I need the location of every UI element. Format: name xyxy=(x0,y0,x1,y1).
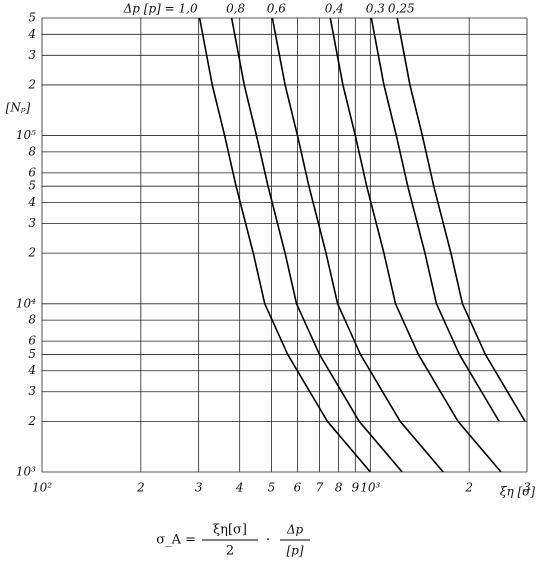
curve xyxy=(329,18,502,472)
x-tick-label: 8 xyxy=(335,481,343,495)
curve xyxy=(198,18,371,472)
curve-label: 0,4 xyxy=(325,2,344,16)
y-tick-label: 8 xyxy=(28,144,36,158)
curve xyxy=(370,18,500,422)
formula: σ_A = ξη[σ] 2 · Δp [p] xyxy=(156,523,310,559)
y-axis-label: [Nₚ] xyxy=(6,101,31,115)
x-tick-label: 4 xyxy=(235,481,244,495)
y-tick-label: 10³ xyxy=(16,465,36,479)
x-axis-label: ξη [σ] xyxy=(500,485,535,499)
formula-numerator: ξη[σ] xyxy=(213,523,247,538)
x-tick-label: 10³ xyxy=(360,481,380,495)
x-tick-label: 7 xyxy=(316,481,324,495)
y-tick-label: 3 xyxy=(28,384,36,398)
y-tick-label: 10⁵ xyxy=(16,128,36,142)
y-tick-label: 5 xyxy=(28,347,36,361)
y-tick-label: 10⁴ xyxy=(16,296,36,310)
formula-lhs: σ_A = xyxy=(156,533,196,548)
y-tick-label: 3 xyxy=(28,216,36,230)
curve-label: 0,25 xyxy=(388,2,415,16)
formula-denominator: [p] xyxy=(286,544,303,558)
curve-label: 0,3 xyxy=(366,2,385,16)
curve-label: 0,6 xyxy=(267,2,286,16)
x-tick-label: 10² xyxy=(32,481,52,495)
plot-area xyxy=(198,18,526,472)
x-tick-label: 6 xyxy=(294,481,302,495)
x-tick-label: 3 xyxy=(195,481,203,495)
curve-label: 0,8 xyxy=(226,2,245,16)
y-tick-label: 3 xyxy=(28,48,36,62)
curve-label: Δp [p] = 1,0 xyxy=(123,2,198,16)
curve xyxy=(396,18,526,422)
y-tick-label: 6 xyxy=(28,165,36,179)
y-tick-label: 4 xyxy=(27,363,36,377)
x-tick-label: 5 xyxy=(268,481,276,495)
formula-numerator: Δp xyxy=(286,523,304,537)
y-tick-label: 4 xyxy=(27,27,36,41)
x-tick-label: 9 xyxy=(351,481,359,495)
curve xyxy=(271,18,444,472)
y-tick-label: 2 xyxy=(27,414,36,428)
y-tick-label: 2 xyxy=(27,246,36,260)
y-tick-label: 2 xyxy=(27,77,36,91)
formula-denominator: 2 xyxy=(226,544,234,559)
x-tick-label: 2 xyxy=(136,481,145,495)
x-tick-label: 3 xyxy=(523,481,531,495)
x-tick-label: 2 xyxy=(464,481,473,495)
formula-dot: · xyxy=(266,533,270,548)
y-tick-label: 4 xyxy=(27,195,36,209)
y-tick-label: 6 xyxy=(28,334,36,348)
y-tick-label: 5 xyxy=(28,179,36,193)
y-tick-label: 8 xyxy=(28,313,36,327)
y-tick-label: 5 xyxy=(28,11,36,25)
curve xyxy=(230,18,403,472)
